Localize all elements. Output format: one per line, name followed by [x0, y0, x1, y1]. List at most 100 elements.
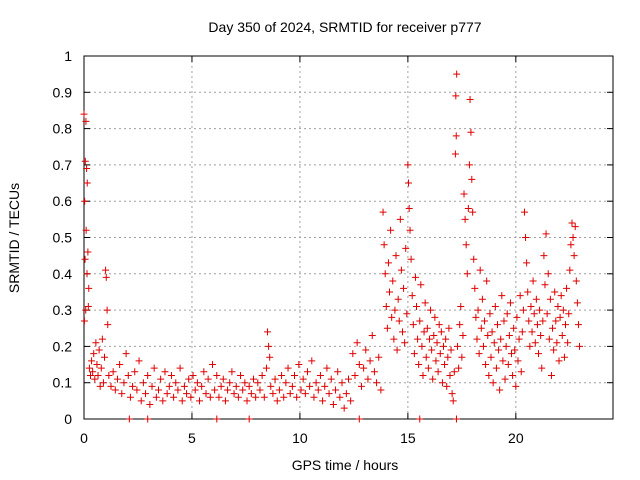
data-point [308, 357, 316, 365]
data-point [503, 310, 511, 318]
data-point [370, 368, 378, 376]
data-point [430, 332, 438, 340]
data-point [448, 390, 456, 398]
data-point [142, 390, 150, 398]
data-point [82, 306, 90, 314]
data-point [256, 386, 264, 394]
data-point [434, 368, 442, 376]
data-point [388, 313, 396, 321]
data-point [154, 386, 162, 394]
data-point [490, 339, 498, 347]
data-point [423, 324, 431, 332]
data-point [95, 346, 103, 354]
data-point [522, 234, 530, 241]
data-point [234, 393, 242, 401]
data-point [393, 346, 401, 354]
data-point [116, 361, 124, 369]
y-tick-label: 0.9 [53, 84, 73, 100]
data-point [428, 346, 436, 354]
data-point [504, 361, 512, 369]
data-point [485, 371, 493, 379]
data-point [435, 321, 443, 329]
data-point [321, 382, 329, 390]
data-point [247, 390, 255, 398]
data-point [446, 371, 454, 379]
data-point [264, 328, 272, 336]
data-point [126, 393, 134, 401]
data-point [170, 393, 178, 401]
data-point [96, 382, 104, 390]
data-point [133, 386, 141, 394]
data-point [360, 364, 368, 372]
data-point [478, 295, 486, 303]
data-point [463, 270, 471, 278]
data-point [329, 400, 337, 408]
data-point [410, 350, 418, 358]
data-point [466, 96, 474, 104]
data-point [568, 219, 576, 227]
data-point [81, 197, 89, 205]
data-point [83, 270, 91, 278]
data-point [380, 241, 388, 249]
data-point [539, 317, 547, 325]
data-point [501, 375, 509, 383]
data-point [104, 321, 112, 329]
data-point [532, 295, 540, 303]
data-point [355, 361, 363, 369]
data-point [572, 277, 580, 285]
data-point [530, 310, 538, 318]
data-point [213, 371, 221, 379]
data-point [537, 332, 545, 340]
data-point [271, 375, 279, 383]
data-point [362, 346, 370, 354]
data-point [547, 371, 555, 379]
data-point [373, 379, 381, 387]
data-point [159, 397, 167, 405]
data-point [549, 324, 557, 332]
data-point [453, 70, 461, 78]
data-point [443, 382, 451, 390]
data-point [347, 397, 355, 405]
data-point [395, 317, 403, 325]
data-point [451, 150, 459, 158]
data-point [389, 277, 397, 285]
data-point [172, 379, 180, 387]
x-tick-label: 10 [292, 430, 308, 446]
data-points [80, 70, 584, 423]
data-point [481, 317, 489, 325]
data-point [139, 379, 147, 387]
data-point [232, 382, 240, 390]
data-point [278, 371, 286, 379]
data-point [573, 299, 581, 307]
data-point [508, 350, 516, 358]
data-point [431, 313, 439, 321]
data-point [131, 368, 139, 376]
data-point [511, 346, 519, 354]
data-point [510, 324, 518, 332]
data-point [384, 259, 392, 267]
data-point [473, 335, 481, 343]
data-point [397, 266, 405, 274]
data-point [368, 332, 376, 340]
data-point [327, 375, 335, 383]
data-point [258, 371, 266, 379]
data-point [269, 390, 277, 398]
data-point [491, 302, 499, 310]
data-point [408, 292, 416, 300]
data-point [124, 371, 132, 379]
data-point [497, 335, 505, 343]
y-axis-tick-labels: 0 0.1 0.2 0.3 0.4 0.5 0.6 0.7 0.8 0.9 1 [53, 48, 73, 427]
data-point [204, 375, 212, 383]
data-point [144, 415, 152, 423]
data-point [540, 252, 548, 260]
data-point [571, 223, 579, 231]
data-point [345, 375, 352, 383]
data-point [461, 215, 469, 223]
data-point [174, 386, 182, 394]
data-point [334, 368, 342, 376]
data-point [422, 353, 430, 361]
data-point [502, 342, 510, 350]
data-point [546, 295, 554, 303]
plot-frame [83, 55, 614, 420]
data-point [129, 382, 137, 390]
